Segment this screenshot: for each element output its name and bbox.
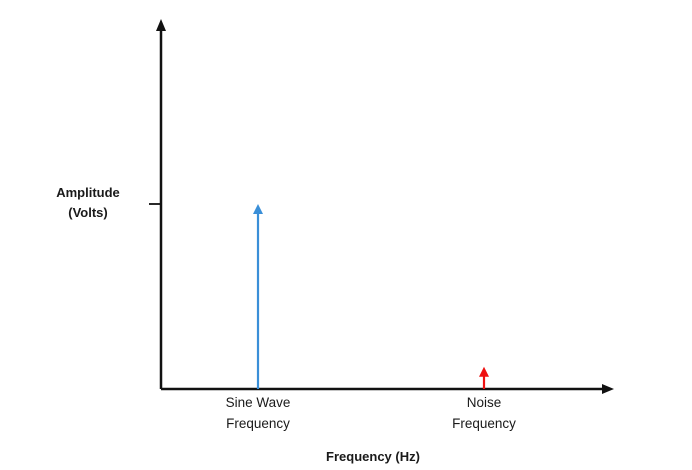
y-axis-label: Amplitude (Volts) bbox=[44, 183, 132, 223]
y-axis-arrowhead bbox=[156, 19, 166, 31]
noise-spike-arrowhead bbox=[479, 366, 489, 377]
x-axis-arrowhead bbox=[602, 384, 614, 394]
x-tick-label-noise-line-2: Frequency bbox=[452, 416, 516, 431]
y-axis-label-line-2: (Volts) bbox=[68, 205, 108, 220]
x-axis-label: Frequency (Hz) bbox=[326, 449, 420, 464]
x-tick-label-noise-line-1: Noise bbox=[466, 395, 502, 410]
y-axis-label-line-1: Amplitude bbox=[56, 185, 120, 200]
sine-wave-spike-arrowhead bbox=[253, 204, 263, 214]
x-tick-label-sine-line-2: Frequency bbox=[226, 416, 290, 431]
x-tick-label-noise-frequency: Noise Frequency bbox=[414, 392, 554, 434]
x-tick-label-sine-line-1: Sine Wave bbox=[225, 395, 291, 410]
x-tick-label-sine-wave-frequency: Sine Wave Frequency bbox=[188, 392, 328, 434]
